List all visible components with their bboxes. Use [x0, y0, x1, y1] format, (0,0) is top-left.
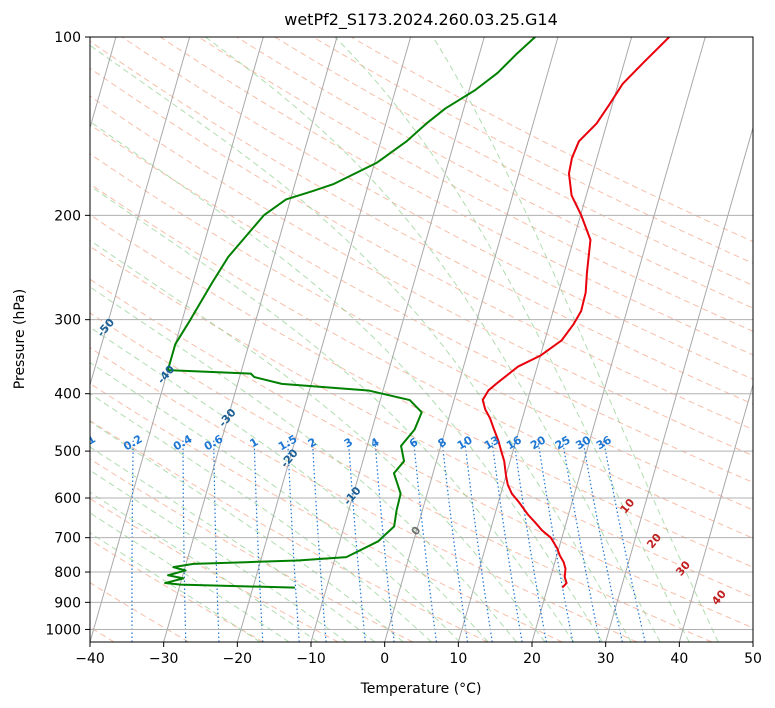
- mixing-ratio-label: 0.1: [75, 432, 98, 453]
- x-tick-label: 40: [670, 651, 688, 667]
- mixing-ratio-line: [582, 440, 623, 642]
- x-tick-label: −10: [296, 651, 326, 667]
- x-axis-title: Temperature (°C): [360, 681, 482, 697]
- dry-adiabat: [90, 458, 414, 642]
- y-tick-label: 600: [54, 491, 81, 507]
- temperature-profile: [481, 37, 670, 589]
- dry-adiabat: [90, 419, 488, 642]
- mixing-ratio-line: [491, 440, 523, 642]
- dry-adiabat: [90, 582, 190, 642]
- x-tick-label: −20: [223, 651, 253, 667]
- y-tick-label: 400: [54, 387, 81, 403]
- mixing-ratio-line: [413, 440, 438, 642]
- isotherm: [457, 37, 633, 642]
- moist-adiabat: [90, 420, 404, 642]
- mixing-ratio-line: [374, 440, 395, 642]
- isotherm: [90, 37, 264, 642]
- x-tick-label: 50: [744, 651, 762, 667]
- y-tick-label: 100: [54, 30, 81, 46]
- isotherm: [310, 37, 485, 642]
- dry-adiabat: [198, 37, 753, 332]
- moist-adiabat: [90, 446, 376, 642]
- x-axis: −40 −30 −20 −10 0 10 20 30 40 50: [75, 642, 762, 667]
- isotherm: [236, 37, 412, 642]
- dry-adiabat: [90, 312, 712, 642]
- y-axis: 100 200 300 400 500 600 700 800 900 1000: [45, 30, 90, 638]
- moist-adiabat: [90, 286, 517, 642]
- x-tick-label: −40: [75, 651, 105, 667]
- mixing-ratio-line: [441, 440, 469, 642]
- y-tick-label: 500: [54, 444, 81, 460]
- mixing-ratio-line: [182, 440, 187, 642]
- x-tick-label: 10: [449, 651, 467, 667]
- mixing-ratio-line: [253, 440, 264, 642]
- dry-adiabat: [90, 539, 264, 642]
- isotherm: [90, 37, 191, 387]
- plot-area: [90, 37, 753, 642]
- dry-adiabat: [121, 37, 753, 380]
- plot-frame: [89, 36, 754, 643]
- moist-adiabat: [205, 37, 661, 642]
- isotherm: [163, 37, 338, 642]
- y-tick-label: 300: [54, 313, 81, 329]
- x-tick-label: 30: [597, 651, 615, 667]
- isotherm: [605, 125, 753, 642]
- moist-adiabat: [90, 239, 546, 642]
- mixing-ratio-line: [131, 440, 134, 642]
- mixing-ratio-line: [347, 440, 366, 642]
- dry-adiabat: [90, 183, 753, 539]
- moist-adiabat: [334, 37, 690, 642]
- dry-adiabat: [236, 37, 753, 309]
- y-tick-label: 800: [54, 565, 81, 581]
- dry-adiabat: [90, 214, 753, 568]
- y-tick-label: 200: [54, 208, 81, 224]
- mixing-ratio-line: [603, 440, 646, 642]
- dewpoint-profile: [164, 37, 536, 589]
- moist-adiabat: [90, 121, 603, 642]
- dry-adiabat: [90, 40, 753, 405]
- dry-adiabat: [90, 245, 753, 598]
- moist-adiabat: [90, 185, 575, 642]
- moist-adiabat: [432, 37, 719, 642]
- moist-adiabat: [90, 469, 347, 642]
- moist-adiabat: [90, 393, 432, 642]
- x-tick-label: 20: [523, 651, 541, 667]
- y-tick-label: 900: [54, 595, 81, 611]
- chart-title: wetPf2_S173.2024.260.03.25.G14: [284, 10, 558, 30]
- mixing-ratio-line: [562, 440, 601, 642]
- y-tick-label: 1000: [45, 622, 81, 638]
- profile-lines: [164, 37, 670, 589]
- mixing-ratio-line: [464, 440, 493, 642]
- mixing-ratio-line: [513, 440, 547, 642]
- x-tick-label: 0: [380, 651, 389, 667]
- dry-adiabat: [90, 124, 753, 483]
- x-tick-label: −30: [149, 651, 179, 667]
- dry-adiabat: [90, 153, 753, 511]
- isotherm: [531, 37, 706, 642]
- mixing-ratio-line: [537, 440, 574, 642]
- dry-adiabat: [90, 347, 638, 642]
- isotherm: [678, 383, 753, 642]
- moist-adiabat: [90, 532, 261, 642]
- mixing-ratio-line: [213, 440, 220, 642]
- y-axis-title: Pressure (hPa): [12, 289, 28, 389]
- y-tick-label: 700: [54, 531, 81, 547]
- dry-adiabat: [90, 278, 753, 629]
- mixing-ratio-line: [287, 440, 300, 642]
- pressure-gridlines: [90, 37, 753, 630]
- mixing-ratio-line: [311, 440, 327, 642]
- isotherm: [384, 37, 559, 642]
- moist-adiabat: [90, 361, 461, 642]
